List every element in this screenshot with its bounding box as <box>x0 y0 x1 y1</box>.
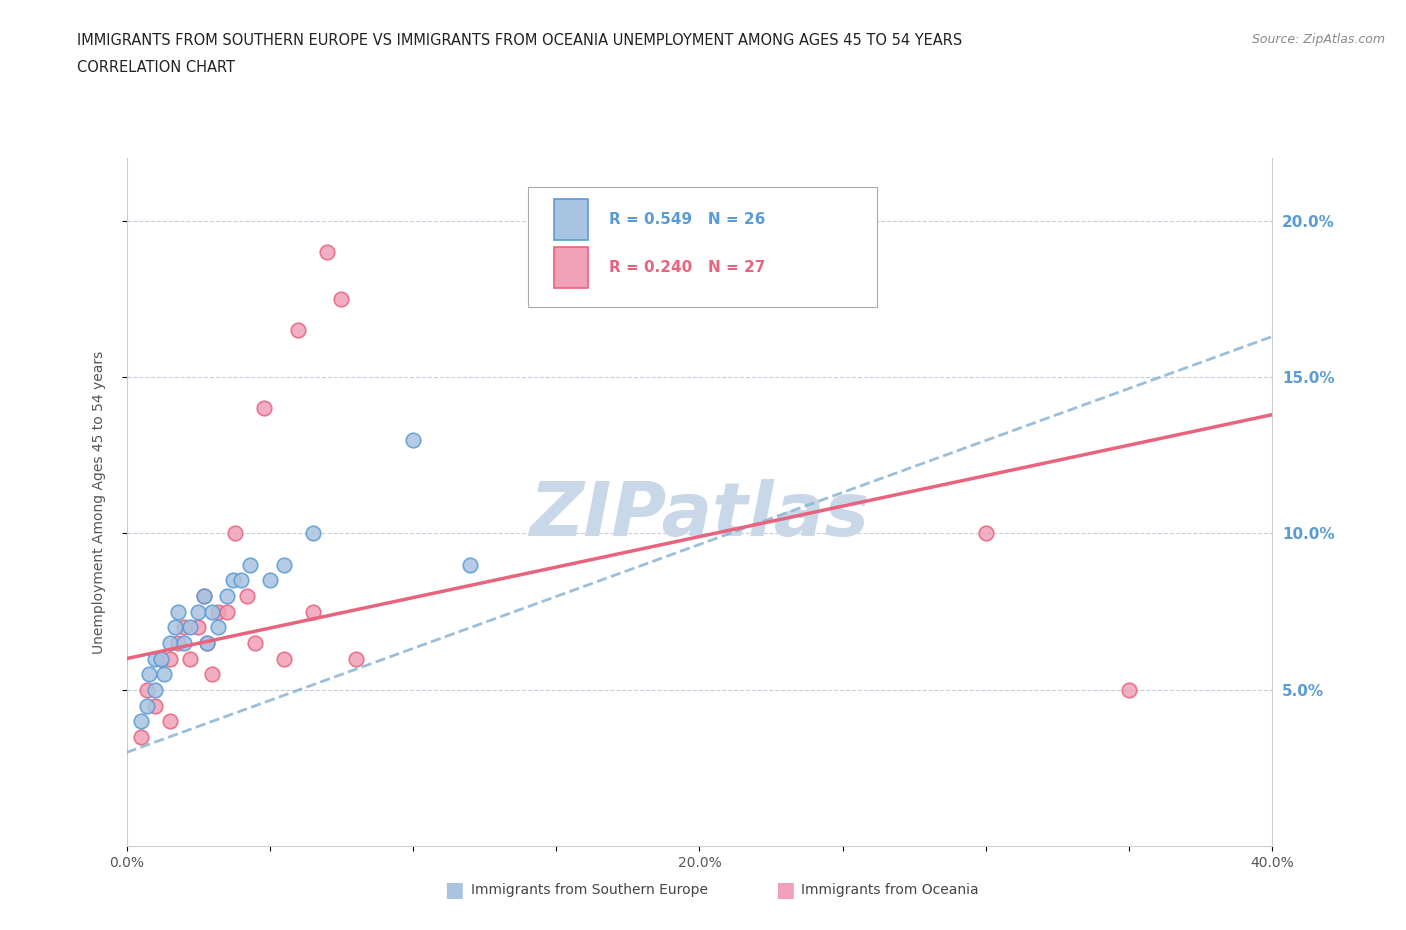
Point <box>149 651 172 666</box>
Point <box>224 526 246 541</box>
Point <box>273 651 295 666</box>
Text: R = 0.549   N = 26: R = 0.549 N = 26 <box>609 212 765 227</box>
Point <box>165 620 187 635</box>
Text: Source: ZipAtlas.com: Source: ZipAtlas.com <box>1251 33 1385 46</box>
Point <box>159 713 181 728</box>
Point <box>195 635 218 650</box>
Point <box>159 651 181 666</box>
Point <box>207 620 229 635</box>
Point <box>143 651 166 666</box>
Point <box>195 635 218 650</box>
Point <box>301 604 323 619</box>
Point <box>402 432 425 447</box>
Point <box>179 651 201 666</box>
Point <box>129 713 152 728</box>
Point <box>207 604 229 619</box>
Point <box>159 635 181 650</box>
Point <box>236 589 259 604</box>
Point <box>187 620 209 635</box>
Point <box>229 573 253 588</box>
Point <box>193 589 215 604</box>
Point <box>167 635 190 650</box>
Point <box>215 604 238 619</box>
Point <box>330 291 353 306</box>
Point <box>245 635 267 650</box>
FancyBboxPatch shape <box>527 187 877 308</box>
Point <box>187 604 209 619</box>
Bar <box>554 246 588 288</box>
Point <box>221 573 243 588</box>
Point <box>287 323 309 338</box>
Text: ■: ■ <box>444 880 464 900</box>
Point <box>149 651 172 666</box>
Point <box>316 245 339 259</box>
Point <box>129 729 152 744</box>
Y-axis label: Unemployment Among Ages 45 to 54 years: Unemployment Among Ages 45 to 54 years <box>91 351 105 654</box>
Point <box>143 698 166 713</box>
Point <box>273 557 295 572</box>
Point <box>167 604 190 619</box>
Text: ■: ■ <box>775 880 794 900</box>
Bar <box>554 199 588 241</box>
Point <box>135 683 157 698</box>
Point <box>152 667 174 682</box>
Point <box>215 589 238 604</box>
Point <box>974 526 997 541</box>
Text: CORRELATION CHART: CORRELATION CHART <box>77 60 235 75</box>
Text: ZIPatlas: ZIPatlas <box>530 480 869 552</box>
Point <box>193 589 215 604</box>
Text: R = 0.240   N = 27: R = 0.240 N = 27 <box>609 260 765 275</box>
Text: Immigrants from Oceania: Immigrants from Oceania <box>801 883 979 897</box>
Point <box>173 635 195 650</box>
Point <box>253 401 276 416</box>
Point <box>239 557 262 572</box>
Point <box>143 683 166 698</box>
Text: Immigrants from Southern Europe: Immigrants from Southern Europe <box>471 883 709 897</box>
Point <box>173 620 195 635</box>
Point <box>458 557 481 572</box>
Point <box>344 651 367 666</box>
Point <box>301 526 323 541</box>
Point <box>259 573 281 588</box>
Text: IMMIGRANTS FROM SOUTHERN EUROPE VS IMMIGRANTS FROM OCEANIA UNEMPLOYMENT AMONG AG: IMMIGRANTS FROM SOUTHERN EUROPE VS IMMIG… <box>77 33 963 47</box>
Point <box>201 667 224 682</box>
Point <box>201 604 224 619</box>
Point <box>135 698 157 713</box>
Point <box>1118 683 1140 698</box>
Point <box>179 620 201 635</box>
Point <box>138 667 160 682</box>
